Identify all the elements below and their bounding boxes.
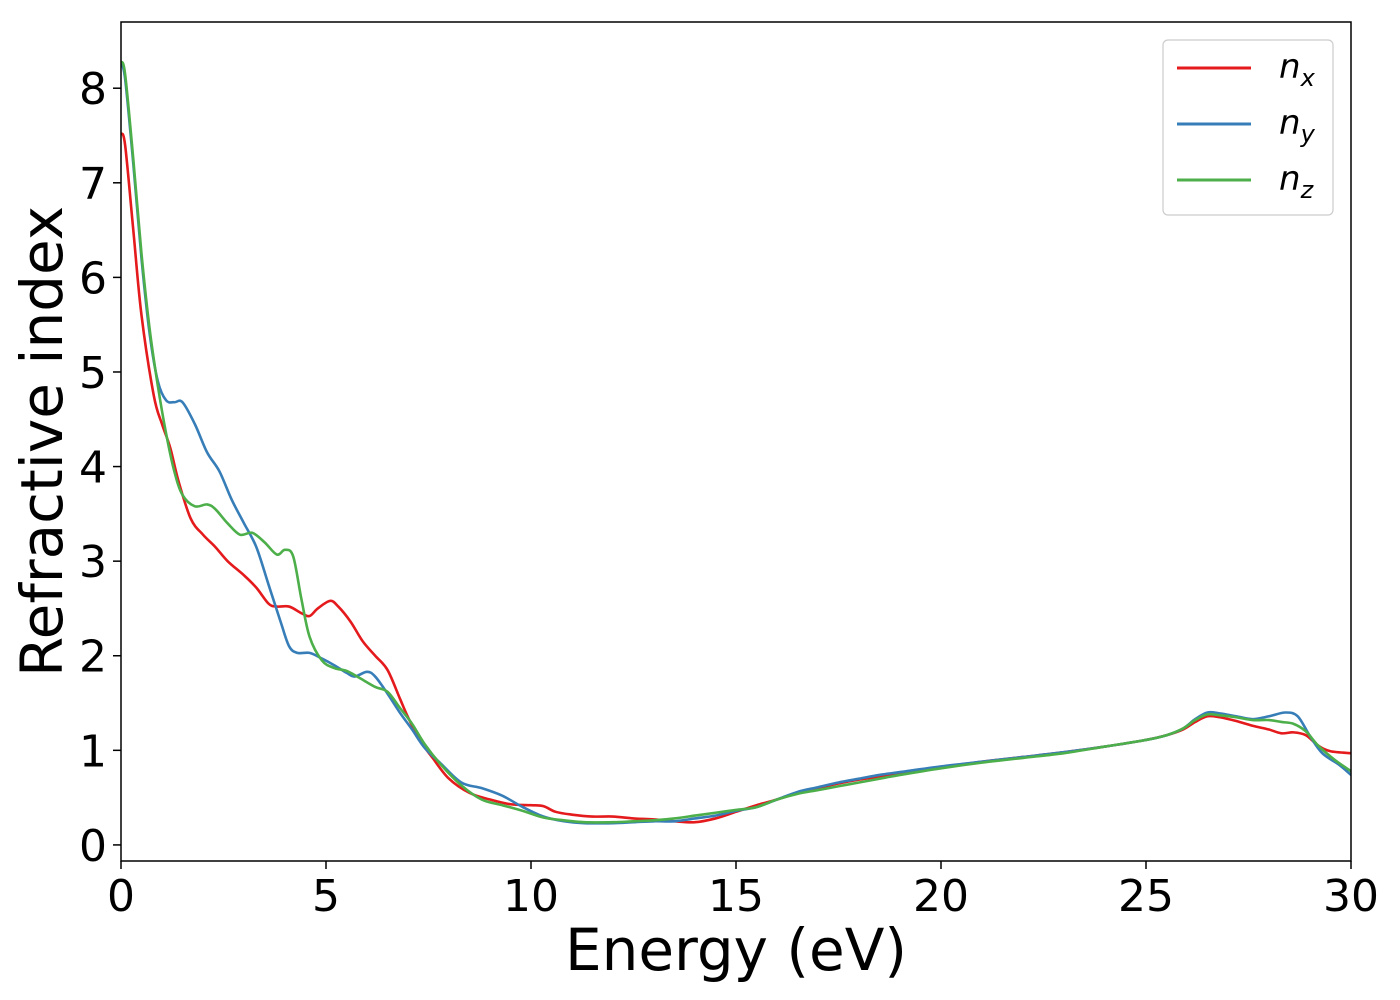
legend-label-ny: ny [1279, 103, 1316, 148]
x-tick-label: 20 [913, 871, 969, 922]
legend-symbol: n [1279, 47, 1301, 87]
series-line-nz [121, 60, 1351, 824]
x-tick-label: 25 [1118, 871, 1174, 922]
y-tick-label: 0 [79, 821, 107, 872]
y-axis-label: Refractive index [8, 206, 76, 677]
legend-box [1162, 39, 1334, 216]
x-tick-label: 15 [708, 871, 764, 922]
y-tick-label: 4 [79, 443, 107, 494]
legend-subscript: z [1300, 176, 1315, 204]
legend-symbol: n [1279, 103, 1301, 143]
x-tick-label: 0 [107, 871, 135, 922]
y-tick-label: 7 [79, 159, 107, 210]
legend-symbol: n [1279, 159, 1301, 199]
ticks-layer: 0 5 10 15 20 25 30 0 1 2 3 4 5 6 7 8 [79, 64, 1379, 922]
series-line-nx [121, 132, 1351, 824]
y-tick-label: 8 [79, 64, 107, 115]
y-tick-label: 5 [79, 348, 107, 399]
x-tick-label: 30 [1323, 871, 1379, 922]
x-tick-label: 5 [312, 871, 340, 922]
y-tick-label: 3 [79, 537, 107, 588]
x-axis-label: Energy (eV) [565, 916, 907, 984]
legend-subscript: x [1300, 64, 1316, 92]
legend-label-nz: nz [1279, 159, 1315, 204]
y-tick-label: 2 [79, 632, 107, 683]
legend-label-nx: nx [1279, 47, 1316, 92]
y-tick-label: 1 [79, 726, 107, 777]
series-layer [121, 60, 1351, 825]
x-tick-label: 10 [503, 871, 559, 922]
legend-subscript: y [1300, 120, 1316, 148]
y-tick-label: 6 [79, 253, 107, 304]
